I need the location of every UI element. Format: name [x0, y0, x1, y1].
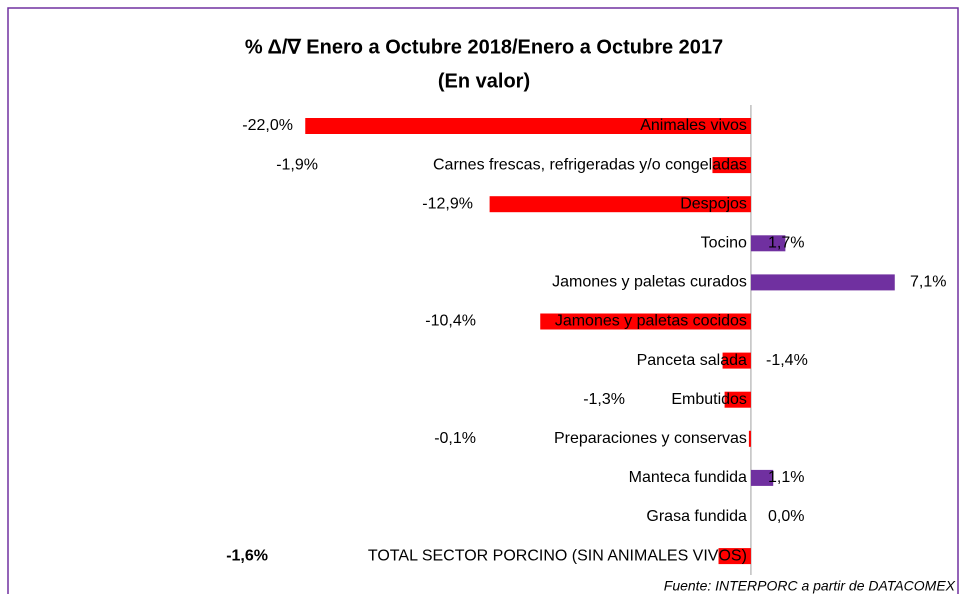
- value-label: -1,4%: [766, 352, 808, 369]
- value-label: -1,3%: [583, 391, 625, 408]
- value-label: 7,1%: [910, 274, 946, 291]
- category-label: Embutidos: [671, 391, 747, 408]
- category-label: Despojos: [680, 195, 747, 212]
- bar: [722, 352, 751, 369]
- category-label: TOTAL SECTOR PORCINO (SIN ANIMALES VIVOS…: [368, 547, 747, 564]
- value-label: -1,9%: [276, 156, 318, 173]
- category-label: Manteca fundida: [629, 469, 747, 486]
- category-label: Carnes frescas, refrigeradas y/o congela…: [433, 156, 747, 173]
- bar: [718, 548, 751, 565]
- category-label: Jamones y paletas curados: [552, 274, 747, 291]
- value-label: 1,7%: [768, 235, 804, 252]
- value-label: 0,0%: [768, 508, 804, 525]
- frame: [7, 7, 959, 594]
- bar: [305, 118, 751, 134]
- value-label: -10,4%: [425, 313, 476, 330]
- value-label: -22,0%: [242, 117, 293, 134]
- source-note: Fuente: INTERPORC a partir de DATACOMEX: [664, 578, 956, 594]
- bar: [489, 196, 751, 213]
- bar: [712, 157, 751, 174]
- category-label: Animales vivos: [640, 117, 747, 134]
- bar: [750, 274, 895, 291]
- value-label: 1,1%: [768, 469, 804, 486]
- value-label: -12,9%: [422, 195, 473, 212]
- value-label: -1,6%: [226, 547, 268, 564]
- bar: [724, 391, 751, 408]
- category-label: Grasa fundida: [646, 508, 747, 525]
- category-label: Preparaciones y conservas: [554, 430, 747, 447]
- chart-subtitle: (En valor): [438, 70, 530, 92]
- category-label: Jamones y paletas cocidos: [555, 313, 747, 330]
- category-label: Panceta salada: [637, 352, 747, 369]
- category-label: Tocino: [701, 235, 747, 252]
- bar: [750, 469, 774, 486]
- value-label: -0,1%: [434, 430, 476, 447]
- bar: [540, 313, 751, 330]
- chart-title: % Δ/∇ Enero a Octubre 2018/Enero a Octub…: [245, 36, 723, 58]
- bar: [750, 235, 786, 252]
- bar: [748, 430, 751, 447]
